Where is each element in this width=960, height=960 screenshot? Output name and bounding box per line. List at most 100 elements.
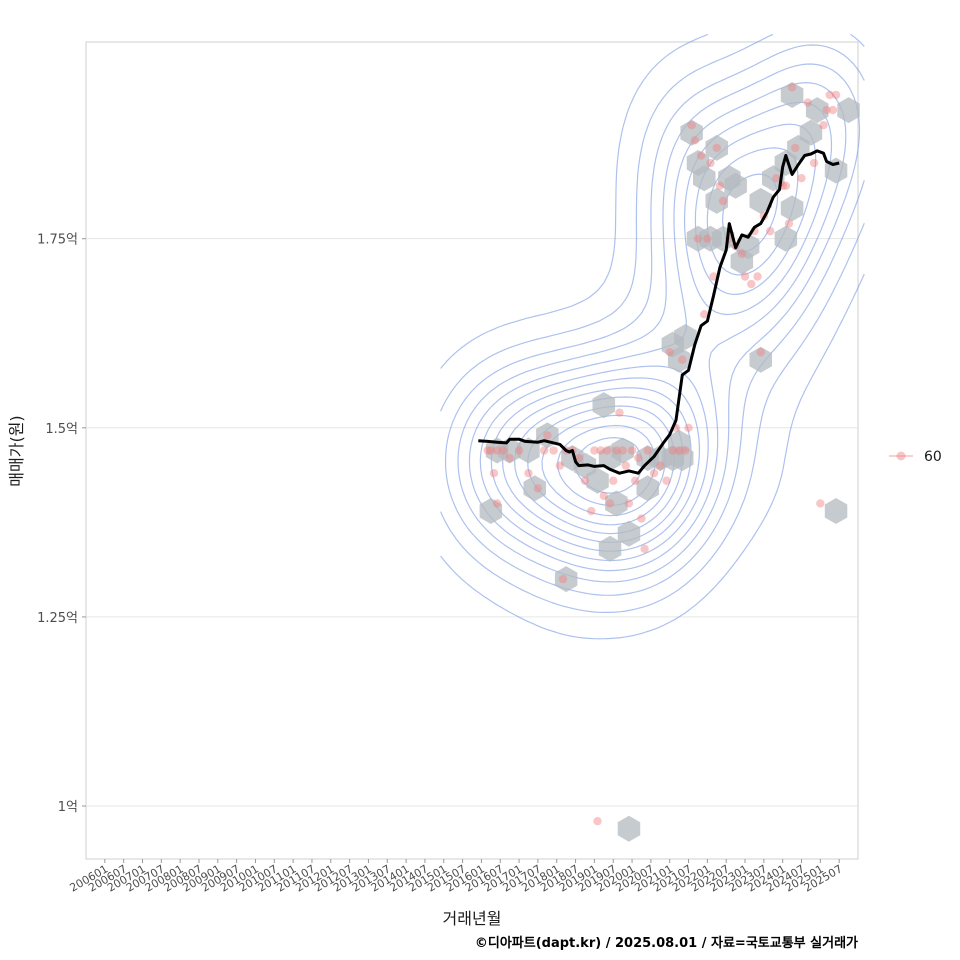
hex-bin (636, 475, 659, 502)
hex-bin (736, 233, 760, 260)
hex-bin (749, 187, 772, 214)
data-point (514, 446, 524, 455)
y-axis-title: 매매가(원) (7, 415, 26, 486)
hex-bin (605, 490, 628, 517)
hexbin-layer (479, 82, 860, 842)
data-point (668, 446, 678, 455)
density-contour (444, 44, 865, 596)
data-point (756, 347, 765, 357)
data-point (643, 446, 652, 455)
data-point (609, 476, 618, 485)
hex-bin (837, 97, 860, 124)
hex-bin (799, 119, 823, 146)
hex-bin (523, 475, 546, 502)
data-point (590, 446, 599, 455)
density-contour (468, 82, 847, 572)
data-point (634, 453, 643, 463)
data-point (665, 347, 674, 357)
hex-bin (705, 187, 728, 214)
data-point (678, 355, 687, 364)
data-point (831, 90, 841, 100)
hex-bin (680, 119, 703, 146)
data-point (486, 446, 496, 455)
hex-bin (824, 498, 848, 524)
data-point (747, 279, 756, 289)
density-contours (440, 33, 865, 640)
data-point (505, 453, 514, 463)
data-point (656, 461, 665, 470)
data-point (718, 196, 728, 206)
hex-bin (554, 566, 578, 593)
data-point (624, 499, 634, 508)
hex-bin (617, 815, 641, 842)
data-point (615, 408, 624, 417)
density-contour (479, 101, 833, 562)
data-point (593, 816, 602, 826)
data-point (605, 499, 615, 508)
data-point (483, 446, 492, 455)
data-point (825, 90, 834, 100)
data-point (772, 173, 781, 183)
hex-bin (774, 225, 798, 252)
plot-panel (85, 41, 859, 860)
data-point (587, 506, 596, 516)
data-point (687, 121, 696, 130)
x-axis: 2006012006072007012007072008012008072009… (67, 859, 845, 895)
data-point (740, 272, 750, 281)
data-point (809, 158, 819, 168)
data-point (803, 98, 812, 107)
data-point (784, 219, 794, 228)
legend-key-point (896, 451, 906, 461)
data-point (580, 476, 590, 485)
data-point (599, 491, 609, 501)
data-point (797, 173, 806, 183)
data-point (539, 446, 549, 455)
data-point (612, 446, 621, 455)
data-point (558, 574, 568, 584)
data-point (596, 446, 605, 455)
y-tick-label: 1.75억 (37, 233, 78, 248)
hex-bin (780, 195, 804, 222)
data-point (822, 105, 831, 115)
data-point (524, 468, 533, 478)
hex-bin (479, 498, 503, 524)
caption: ©디아파트(dapt.kr) / 2025.08.01 / 자료=국토교통부 실… (475, 935, 858, 951)
data-point (640, 544, 649, 554)
hex-bin (592, 392, 616, 419)
data-point (819, 121, 828, 130)
density-contour (440, 33, 865, 640)
hex-bin (611, 437, 634, 464)
data-point (700, 310, 709, 319)
data-point (630, 476, 640, 485)
data-point (787, 83, 797, 92)
hex-bin (598, 535, 622, 562)
data-point (828, 105, 838, 115)
hex-bin (617, 520, 641, 547)
data-point (706, 158, 715, 168)
hex-bin (724, 172, 747, 199)
data-point (674, 446, 684, 455)
data-point (737, 249, 747, 259)
data-point (549, 446, 558, 455)
data-point (543, 431, 552, 440)
hex-bin (693, 165, 716, 192)
x-axis-title: 거래년월 (443, 909, 502, 928)
y-tick-label: 1.5억 (45, 422, 78, 437)
legend-label: 60 (924, 449, 942, 465)
hex-bin (805, 97, 829, 124)
data-point (489, 468, 499, 478)
y-tick-label: 1.25억 (37, 611, 78, 626)
hex-bin (667, 346, 691, 373)
hex-bin (749, 346, 772, 373)
y-axis: 1억 1.25억 1.5억 1.75억 (37, 233, 86, 815)
data-point (618, 446, 627, 455)
data-point (533, 484, 543, 493)
hex-bin (780, 82, 804, 108)
hex-bin (586, 467, 609, 494)
legend: 60 (889, 449, 942, 465)
hex-bin (671, 445, 694, 472)
y-tick-label: 1억 (58, 800, 78, 815)
hex-bin (705, 134, 728, 161)
data-point (681, 446, 690, 455)
